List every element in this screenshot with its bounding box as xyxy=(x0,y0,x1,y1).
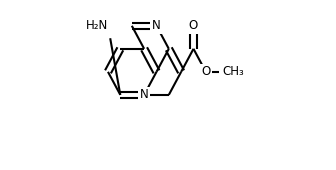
Text: N: N xyxy=(140,88,149,101)
Text: O: O xyxy=(201,65,210,78)
Text: CH₃: CH₃ xyxy=(222,65,244,78)
Text: H₂N: H₂N xyxy=(86,19,108,32)
Text: O: O xyxy=(189,19,198,32)
Text: N: N xyxy=(152,19,161,32)
